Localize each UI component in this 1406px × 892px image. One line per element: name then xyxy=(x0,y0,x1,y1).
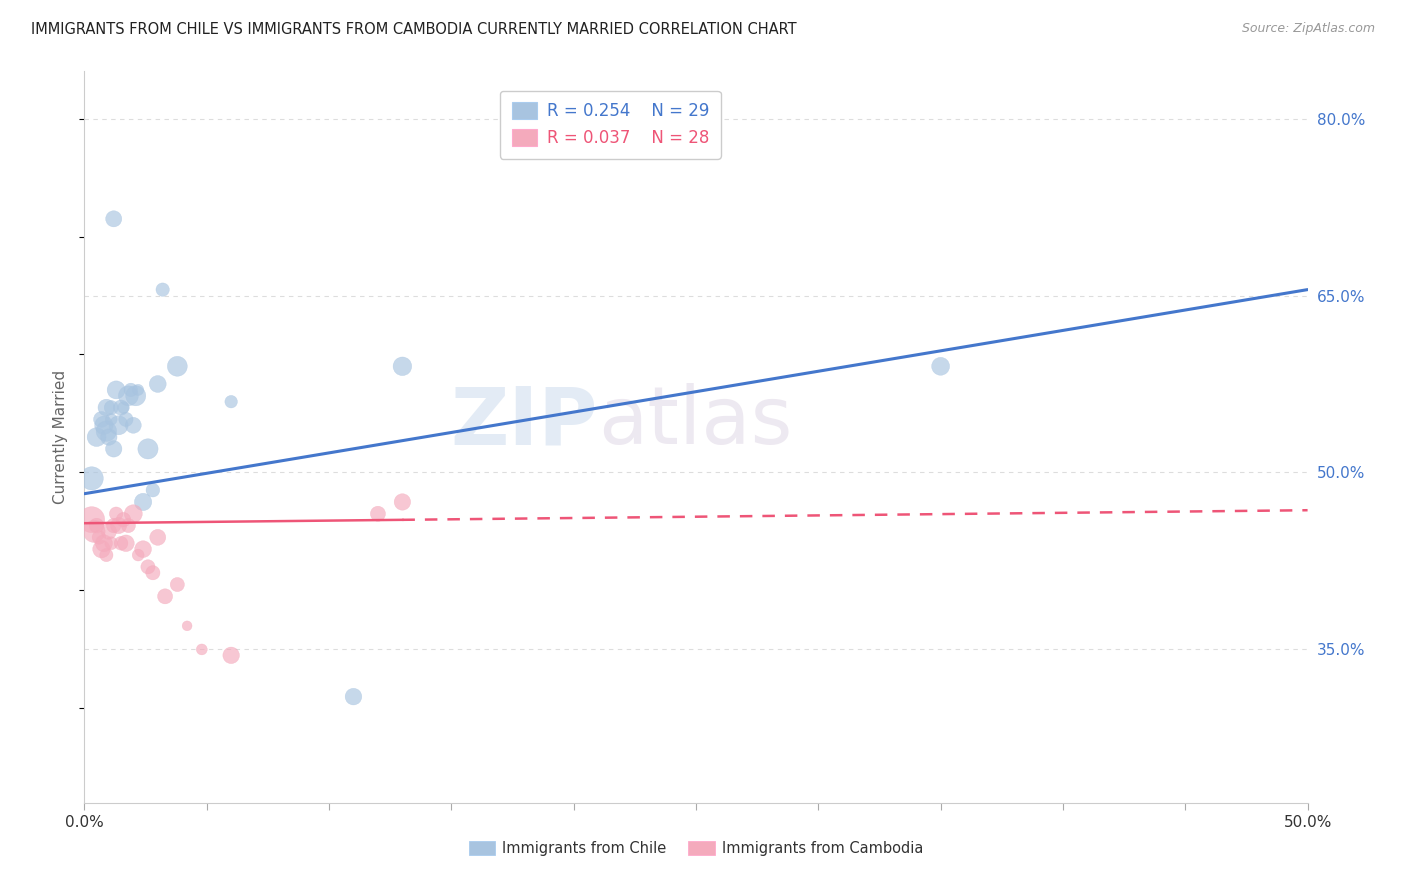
Text: IMMIGRANTS FROM CHILE VS IMMIGRANTS FROM CAMBODIA CURRENTLY MARRIED CORRELATION : IMMIGRANTS FROM CHILE VS IMMIGRANTS FROM… xyxy=(31,22,797,37)
Point xyxy=(105,507,128,521)
Point xyxy=(96,401,118,415)
Text: atlas: atlas xyxy=(598,384,793,461)
Point xyxy=(80,513,103,527)
Point xyxy=(117,389,139,403)
Point xyxy=(115,412,138,426)
Point xyxy=(115,536,138,550)
Point xyxy=(107,418,129,433)
Point xyxy=(122,418,145,433)
Y-axis label: Currently Married: Currently Married xyxy=(53,370,69,504)
Point xyxy=(146,376,169,391)
Point xyxy=(112,513,135,527)
Point xyxy=(191,642,214,657)
Point xyxy=(103,211,125,226)
Point xyxy=(103,442,125,456)
Point xyxy=(93,536,115,550)
Point xyxy=(96,424,118,438)
Point xyxy=(110,536,132,550)
Point xyxy=(100,536,122,550)
Legend: R = 0.254    N = 29, R = 0.037    N = 28: R = 0.254 N = 29, R = 0.037 N = 28 xyxy=(501,91,721,159)
Point xyxy=(146,530,169,544)
Point xyxy=(127,548,149,562)
Point xyxy=(166,577,188,591)
Point xyxy=(152,283,174,297)
Point xyxy=(100,401,122,415)
Point xyxy=(136,442,159,456)
Point xyxy=(132,542,155,557)
Point xyxy=(132,495,155,509)
Point xyxy=(80,471,103,485)
Point xyxy=(97,524,120,539)
Point xyxy=(87,530,110,544)
Point xyxy=(153,590,176,604)
Point xyxy=(125,389,148,403)
Point xyxy=(122,507,145,521)
Point xyxy=(112,401,135,415)
Point xyxy=(136,559,159,574)
Point xyxy=(120,383,142,397)
Point xyxy=(166,359,188,374)
Text: Source: ZipAtlas.com: Source: ZipAtlas.com xyxy=(1241,22,1375,36)
Point xyxy=(107,518,129,533)
Point xyxy=(83,524,105,539)
Point xyxy=(342,690,364,704)
Point xyxy=(117,518,139,533)
Point xyxy=(93,418,115,433)
Point xyxy=(219,648,242,663)
Point xyxy=(127,383,149,397)
Point xyxy=(105,383,128,397)
Point xyxy=(97,430,120,444)
Point xyxy=(86,430,108,444)
Point xyxy=(367,507,389,521)
Point xyxy=(929,359,952,374)
Point xyxy=(219,394,242,409)
Point xyxy=(103,518,125,533)
Point xyxy=(142,483,165,498)
Point xyxy=(90,412,112,426)
Point xyxy=(176,619,198,633)
Text: ZIP: ZIP xyxy=(451,384,598,461)
Point xyxy=(96,548,118,562)
Point xyxy=(86,518,108,533)
Point xyxy=(391,495,413,509)
Point xyxy=(100,412,122,426)
Point xyxy=(391,359,413,374)
Point xyxy=(90,542,112,557)
Point xyxy=(110,401,132,415)
Point xyxy=(142,566,165,580)
